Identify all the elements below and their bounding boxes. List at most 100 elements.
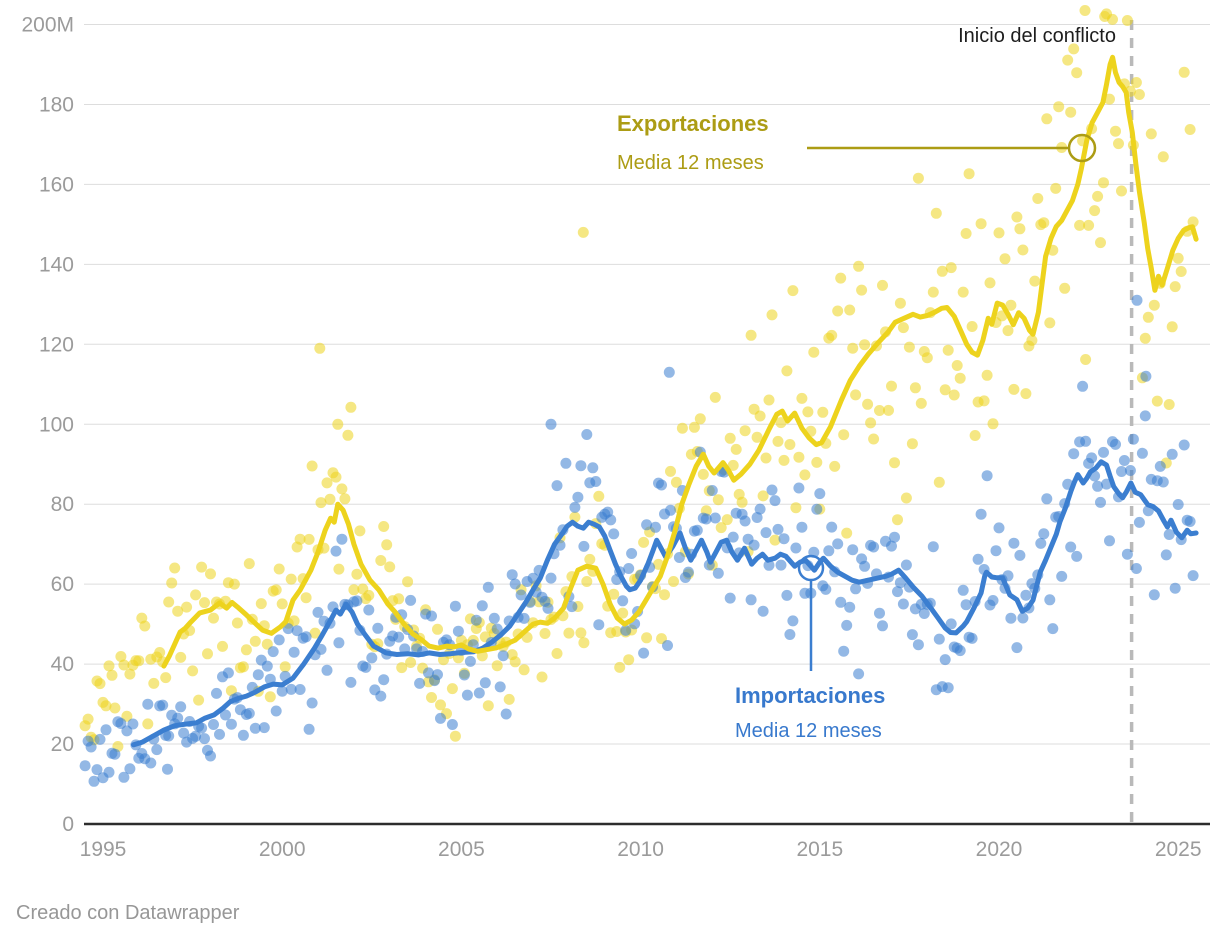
y-tick-label: 200M bbox=[21, 14, 74, 37]
scatter-dot bbox=[957, 286, 969, 298]
scatter-dot bbox=[906, 629, 918, 641]
scatter-dot bbox=[826, 521, 838, 533]
scatter-dot bbox=[921, 352, 933, 364]
scatter-dot bbox=[458, 669, 470, 681]
scatter-dot bbox=[569, 501, 581, 513]
scatter-dot bbox=[1026, 334, 1038, 346]
scatter-dot bbox=[945, 262, 957, 274]
scatter-dot bbox=[874, 607, 885, 619]
scatter-dot bbox=[1005, 299, 1017, 311]
scatter-dot bbox=[826, 329, 838, 341]
scatter-dot bbox=[291, 625, 303, 637]
scatter-dot bbox=[482, 700, 494, 712]
scatter-dot bbox=[844, 601, 856, 613]
scatter-dot bbox=[396, 662, 408, 674]
scatter-dot bbox=[865, 417, 877, 429]
scatter-dot bbox=[1139, 332, 1151, 344]
scatter-dot bbox=[1056, 570, 1068, 582]
scatter-dot bbox=[811, 503, 823, 515]
scatter-dot bbox=[814, 488, 826, 500]
scatter-dot bbox=[1062, 54, 1074, 66]
scatter-dot bbox=[981, 369, 993, 381]
scatter-dot bbox=[990, 545, 1002, 557]
x-tick-label: 2000 bbox=[259, 838, 306, 861]
scatter-dot bbox=[892, 586, 903, 598]
scatter-dot bbox=[1059, 282, 1071, 294]
scatter-dot bbox=[1104, 535, 1115, 547]
scatter-dot bbox=[751, 512, 763, 523]
scatter-dot bbox=[375, 690, 387, 702]
scatter-dot bbox=[1044, 317, 1056, 329]
scatter-dot bbox=[1068, 43, 1080, 55]
scatter-dot bbox=[766, 309, 778, 321]
scatter-dot bbox=[1080, 435, 1092, 447]
importaciones-marker-circle bbox=[797, 554, 825, 582]
scatter-dot bbox=[984, 277, 996, 289]
scatter-dot bbox=[294, 684, 306, 695]
scatter-dot bbox=[336, 533, 348, 545]
scatter-dot bbox=[261, 660, 273, 672]
scatter-dot bbox=[94, 678, 106, 690]
scatter-dot bbox=[617, 595, 629, 607]
scatter-dot bbox=[850, 389, 862, 401]
scatter-dot bbox=[360, 661, 372, 673]
scatter-dot bbox=[608, 588, 620, 600]
scatter-dot bbox=[109, 702, 121, 714]
scatter-dot bbox=[1011, 642, 1023, 654]
scatter-exportaciones bbox=[79, 5, 1199, 752]
scatter-dot bbox=[163, 730, 175, 742]
scatter-dot bbox=[912, 639, 924, 651]
scatter-dot bbox=[1113, 138, 1124, 150]
scatter-dot bbox=[811, 456, 823, 468]
scatter-dot bbox=[193, 694, 205, 706]
scatter-dot bbox=[270, 705, 282, 717]
scatter-dot bbox=[754, 503, 766, 515]
scatter-dot bbox=[378, 674, 390, 686]
scatter-dot bbox=[709, 512, 721, 524]
scatter-dot bbox=[966, 321, 978, 332]
scatter-dot bbox=[641, 632, 653, 644]
scatter-dot bbox=[1157, 476, 1169, 488]
scatter-dot bbox=[715, 522, 727, 534]
scatter-dot bbox=[614, 661, 626, 673]
y-tick-label: 0 bbox=[62, 813, 74, 836]
scatter-dot bbox=[736, 496, 748, 508]
y-tick-label: 20 bbox=[51, 733, 74, 756]
scatter-dot bbox=[638, 536, 650, 548]
scatter-dot bbox=[464, 655, 476, 667]
scatter-dot bbox=[656, 479, 667, 491]
scatter-dot bbox=[217, 640, 228, 652]
scatter-dot bbox=[172, 712, 184, 724]
scatter-dot bbox=[566, 601, 578, 613]
plot-area: 0 20 40 60 80 100 120 140 160 180 200M 1995 2000 2005… bbox=[21, 5, 1210, 861]
scatter-dot bbox=[620, 624, 632, 636]
scatter-dot bbox=[832, 305, 844, 317]
scatter-dot bbox=[954, 645, 966, 657]
scatter-dot bbox=[808, 346, 820, 358]
scatter-dot bbox=[948, 389, 960, 401]
attribution-link[interactable]: Creado con Datawrapper bbox=[16, 902, 240, 924]
scatter-dot bbox=[727, 459, 739, 471]
scatter-dot bbox=[577, 226, 589, 238]
scatter-dot bbox=[823, 545, 835, 557]
scatter-dot bbox=[333, 637, 345, 649]
scatter-dot bbox=[106, 669, 118, 681]
x-tick-label: 2010 bbox=[617, 838, 664, 861]
scatter-dot bbox=[1041, 493, 1053, 505]
scatter-dot bbox=[709, 391, 721, 403]
y-tick-label: 160 bbox=[39, 173, 74, 196]
scatter-dot bbox=[1050, 182, 1062, 194]
scatter-dot bbox=[927, 541, 939, 553]
scatter-dot bbox=[593, 490, 605, 502]
scatter-dot bbox=[641, 519, 653, 531]
scatter-dot bbox=[345, 676, 357, 688]
scatter-dot bbox=[691, 524, 703, 536]
scatter-dot bbox=[306, 460, 318, 472]
scatter-dot bbox=[856, 284, 868, 296]
exportaciones-label: Exportaciones bbox=[617, 111, 769, 136]
scatter-dot bbox=[273, 563, 285, 575]
scatter-dot bbox=[784, 629, 796, 640]
scatter-dot bbox=[214, 728, 225, 740]
scatter-dot bbox=[611, 626, 623, 637]
scatter-dot bbox=[760, 527, 772, 539]
